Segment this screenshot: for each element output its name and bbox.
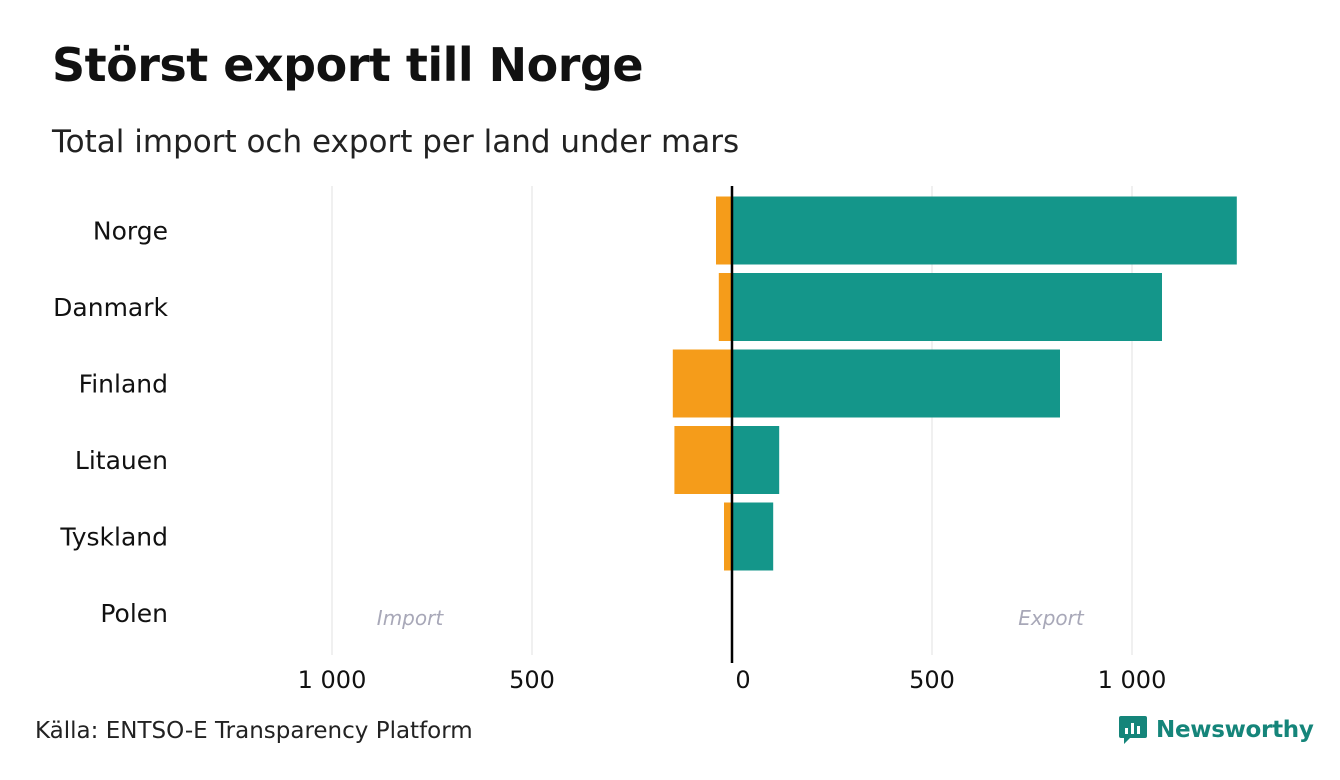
tick-label: 1 000: [298, 666, 367, 694]
source-note: Källa: ENTSO-E Transparency Platform: [35, 718, 473, 744]
category-label: Danmark: [53, 293, 168, 322]
newsworthy-logo-icon: [1119, 716, 1147, 744]
bar-export: [732, 273, 1162, 341]
tick-label: 500: [509, 666, 555, 694]
tick-label: 0: [735, 666, 750, 694]
brand-name: Newsworthy: [1156, 717, 1314, 743]
category-label: Litauen: [75, 446, 168, 475]
bar-export: [732, 502, 774, 571]
brand[interactable]: Newsworthy: [1118, 714, 1314, 746]
tick-label: 1 000: [1098, 666, 1167, 694]
direction-label-export: Export: [1018, 606, 1085, 630]
bar-import: [724, 502, 732, 571]
category-label: Norge: [93, 217, 168, 246]
direction-label-import: Import: [377, 606, 445, 630]
tick-label: 500: [909, 666, 955, 694]
bar-import: [672, 349, 732, 418]
bar-import: [674, 426, 732, 494]
chart-subtitle: Total import och export per land under m…: [52, 124, 740, 160]
category-label: Tyskland: [59, 523, 168, 552]
bar-export: [732, 426, 780, 494]
bar-export: [732, 196, 1237, 265]
bar-chart: Import Export Norge Danmark Finland Litauen Ty…: [53, 186, 1237, 694]
chart-title: Störst export till Norge: [52, 38, 644, 92]
bar-import: [718, 273, 732, 341]
category-label: Polen: [100, 599, 168, 628]
bar-import: [716, 196, 732, 265]
category-label: Finland: [79, 370, 168, 399]
bar-export: [732, 349, 1060, 418]
